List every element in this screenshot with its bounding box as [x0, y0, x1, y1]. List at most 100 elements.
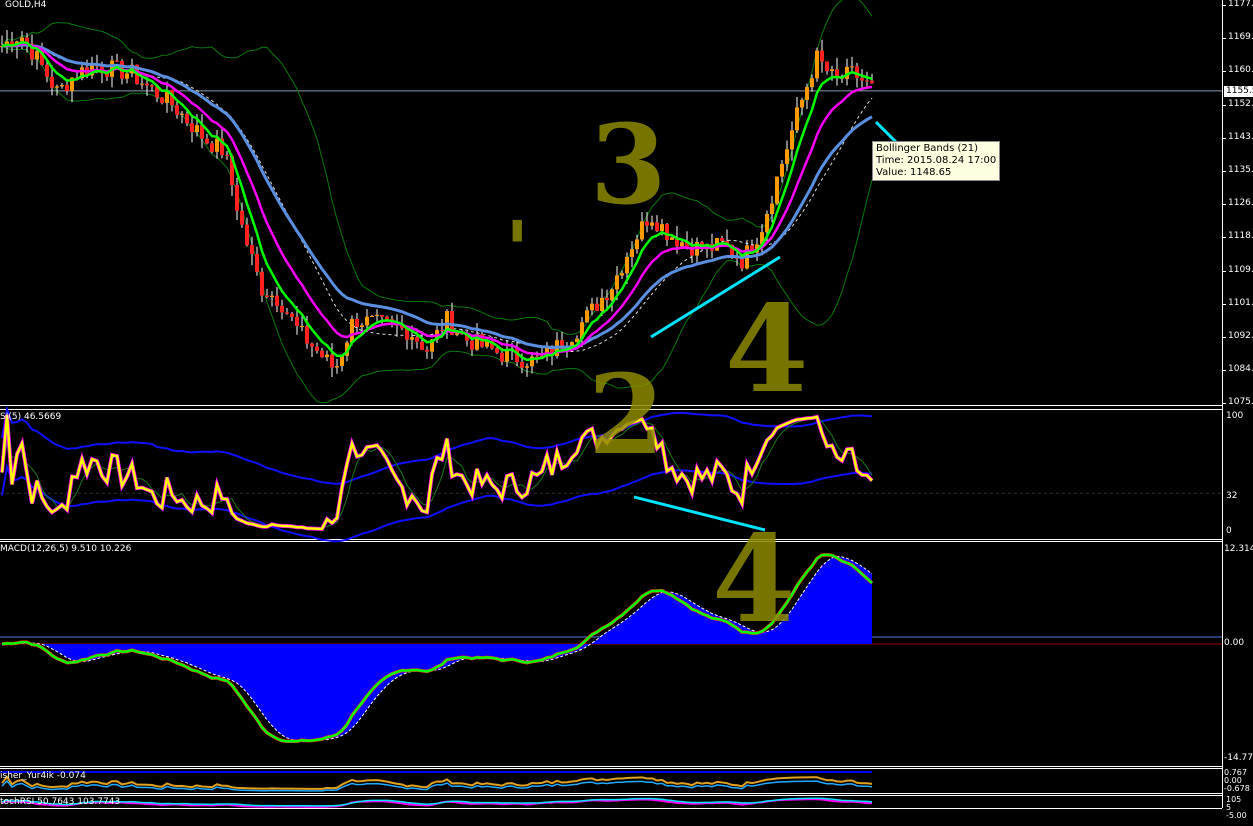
candle-body — [455, 333, 459, 335]
candle-body — [295, 316, 299, 326]
candle-body — [860, 77, 864, 81]
bollinger-upper-band — [1, 0, 873, 336]
candle-body — [275, 295, 279, 306]
candle-body — [420, 341, 424, 350]
candle-body — [830, 69, 834, 72]
price-axis-label: 1169.0 — [1228, 32, 1253, 43]
fisher-pane[interactable] — [0, 768, 1222, 794]
price-pane[interactable] — [0, 0, 1222, 406]
candle-body — [645, 221, 649, 226]
candle-body — [265, 295, 269, 297]
candle-body — [70, 77, 74, 92]
rsi-axis-32: 32 — [1226, 491, 1238, 501]
candle-body — [285, 312, 289, 314]
candle-body — [625, 256, 629, 274]
fisher-axis-min: -0.678 — [1224, 784, 1250, 793]
candle-body — [235, 185, 239, 211]
candle-body — [45, 64, 49, 77]
price-axis-tick — [1222, 71, 1226, 73]
candle-body — [325, 354, 329, 358]
candle-body — [640, 221, 644, 240]
candle-body — [795, 107, 799, 131]
candle-body — [835, 69, 839, 77]
candle-body — [690, 246, 694, 256]
candle-body — [180, 113, 184, 115]
candle-body — [530, 356, 534, 367]
price-axis-tick — [1222, 303, 1226, 305]
candle-body — [800, 99, 804, 108]
candle-body — [430, 339, 434, 352]
price-axis-label: 1135.0 — [1228, 165, 1253, 175]
candle-body — [650, 222, 654, 226]
candle-body — [365, 316, 369, 326]
candle-body — [585, 310, 589, 323]
candle-body — [445, 310, 449, 331]
tooltip-value: Value: 1148.65 — [876, 167, 952, 178]
current-price-label: 1155.5 — [1224, 86, 1253, 97]
candle-body — [590, 303, 594, 311]
candle-body — [385, 316, 389, 320]
candle-body — [60, 85, 64, 87]
arrow-rsi-divergence — [633, 495, 766, 532]
annotation-1: ' — [505, 203, 530, 297]
stoch-pane[interactable] — [0, 795, 1222, 809]
chart-canvas[interactable] — [0, 0, 1222, 826]
candle-body — [80, 67, 84, 79]
stoch-label: tochRSI 50.7643 103.7743 — [0, 797, 121, 807]
candle-body — [155, 86, 159, 98]
price-axis-label: 1092.5 — [1228, 331, 1253, 341]
fisher-signal — [1, 779, 873, 792]
candle-body — [670, 237, 674, 240]
candle-body — [370, 315, 374, 317]
candle-body — [105, 73, 109, 77]
candle-body — [635, 239, 639, 250]
candle-body — [620, 273, 624, 276]
candle-body — [190, 123, 194, 133]
price-axis-tick — [1222, 403, 1226, 405]
macd-histogram — [2, 556, 872, 741]
macd-pane[interactable] — [0, 541, 1222, 767]
stoch-axis-mid: 5 — [1226, 803, 1232, 812]
candle-body — [685, 242, 689, 247]
candle-body — [360, 325, 364, 327]
candle-body — [425, 349, 429, 352]
candle-body — [140, 83, 144, 85]
candle-body — [315, 346, 319, 351]
candle-body — [145, 83, 149, 86]
candle-body — [250, 245, 254, 254]
candle-body — [20, 37, 24, 42]
price-axis-tick — [1222, 270, 1226, 272]
rsi-pane[interactable] — [0, 409, 1222, 540]
candle-body — [40, 51, 44, 65]
candle-body — [810, 78, 814, 88]
arrow-price-divergence — [650, 255, 781, 339]
price-axis-tick — [1222, 204, 1226, 206]
candle-body — [805, 87, 809, 100]
candle-body — [355, 319, 359, 327]
rsi-label: SI(5) 46.5669 — [0, 412, 62, 422]
candle-body — [730, 244, 734, 257]
candle-body — [305, 325, 309, 344]
price-axis-tick — [1222, 38, 1226, 40]
tooltip-indicator: Bollinger Bands (21) — [876, 143, 979, 154]
fisher-axis-max: 0.767 — [1224, 768, 1247, 777]
fisher-axis-zero: 0.00 — [1224, 776, 1242, 785]
candle-body — [775, 176, 779, 204]
candle-body — [150, 85, 154, 87]
indicator-tooltip: Bollinger Bands (21) Time: 2015.08.24 17… — [872, 141, 1001, 181]
candle-body — [870, 80, 874, 84]
candle-body — [790, 130, 794, 150]
candle-body — [165, 90, 169, 103]
candle-body — [665, 224, 669, 240]
candle-body — [850, 66, 854, 68]
candle-body — [550, 347, 554, 357]
candle-body — [175, 105, 179, 115]
candle-body — [765, 214, 769, 233]
candle-body — [825, 61, 829, 72]
price-axis-label: 1109.5 — [1228, 264, 1253, 275]
candle-body — [380, 314, 384, 317]
candle-body — [490, 340, 494, 349]
fisher-label: isher_Yur4ik -0.074 — [0, 771, 86, 781]
stoch-d-line — [1, 797, 873, 807]
fisher-band — [0, 771, 872, 773]
